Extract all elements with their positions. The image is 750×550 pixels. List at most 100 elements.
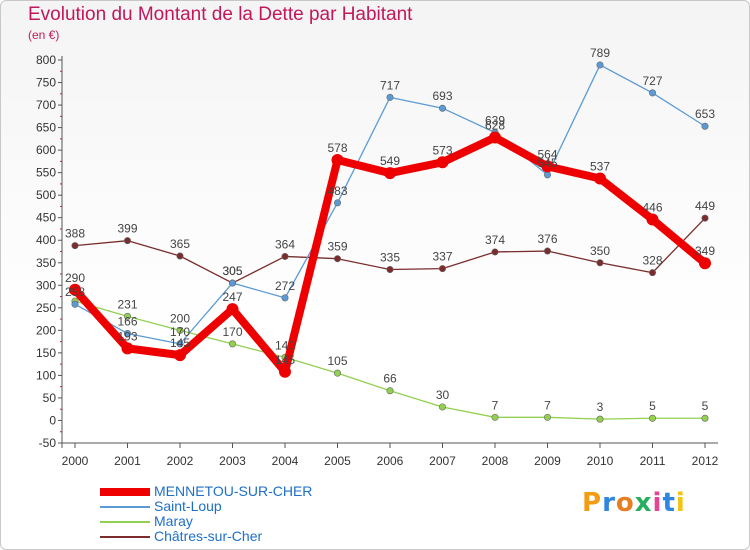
data-label: 66 bbox=[383, 372, 397, 386]
y-tick-label: 150 bbox=[36, 346, 56, 360]
data-point bbox=[699, 257, 711, 270]
data-point bbox=[71, 242, 79, 250]
logo-letter: t bbox=[662, 488, 676, 518]
y-tick-label: 100 bbox=[36, 368, 56, 382]
legend-label: Maray bbox=[154, 513, 193, 529]
x-tick-label: 2011 bbox=[640, 454, 666, 468]
series-line-1 bbox=[74, 64, 706, 345]
y-tick-label: 750 bbox=[36, 76, 56, 90]
data-label: 305 bbox=[222, 264, 242, 278]
data-label: 30 bbox=[436, 388, 450, 402]
y-tick-label: 550 bbox=[36, 166, 56, 180]
data-point bbox=[701, 122, 709, 130]
logo-letter: P bbox=[582, 488, 603, 518]
x-tick-label: 2008 bbox=[482, 454, 509, 468]
x-tick-label: 2012 bbox=[692, 454, 719, 468]
data-label: 789 bbox=[590, 46, 610, 60]
x-tick-label: 2007 bbox=[429, 454, 456, 468]
data-point bbox=[333, 199, 341, 207]
y-tick-label: 600 bbox=[36, 143, 56, 157]
x-tick-label: 2006 bbox=[377, 454, 404, 468]
data-point bbox=[176, 326, 184, 334]
data-label: 349 bbox=[695, 244, 715, 258]
x-tick-label: 2010 bbox=[587, 454, 614, 468]
data-label: 337 bbox=[432, 250, 452, 264]
data-label: 653 bbox=[695, 107, 715, 121]
data-label: 290 bbox=[65, 271, 85, 285]
data-point bbox=[491, 248, 499, 256]
data-point bbox=[281, 294, 289, 302]
data-point bbox=[646, 213, 659, 226]
y-tick-label: 450 bbox=[36, 211, 56, 225]
data-label: 545 bbox=[537, 156, 557, 170]
data-label: 258 bbox=[65, 285, 85, 299]
chart-title: Evolution du Montant de la Dette par Hab… bbox=[28, 4, 413, 25]
data-point bbox=[124, 312, 132, 320]
data-label: 200 bbox=[170, 311, 190, 325]
data-label: 374 bbox=[485, 233, 505, 247]
data-point bbox=[229, 340, 237, 348]
data-label: 376 bbox=[537, 232, 557, 246]
x-tick-label: 2004 bbox=[272, 454, 299, 468]
y-tick-label: 300 bbox=[36, 278, 56, 292]
legend-swatch bbox=[100, 521, 150, 523]
legend-swatch bbox=[100, 488, 150, 496]
data-point bbox=[384, 167, 396, 180]
data-label: 166 bbox=[117, 315, 137, 329]
data-point bbox=[333, 255, 341, 263]
data-label: 365 bbox=[170, 237, 190, 251]
legend-item: Saint-Loup bbox=[100, 499, 400, 514]
data-point bbox=[333, 369, 341, 377]
data-label: 145 bbox=[170, 336, 190, 350]
data-point bbox=[436, 156, 449, 169]
data-label: 388 bbox=[65, 227, 85, 241]
data-point bbox=[69, 283, 81, 296]
data-point bbox=[386, 266, 394, 274]
data-point bbox=[176, 340, 184, 348]
data-point bbox=[386, 93, 394, 101]
data-label: 549 bbox=[380, 154, 400, 168]
data-label: 145 bbox=[275, 353, 295, 367]
x-tick-label: 2005 bbox=[324, 454, 351, 468]
y-tick-label: 800 bbox=[36, 53, 56, 67]
data-label: 717 bbox=[380, 78, 400, 92]
logo-letter: i bbox=[675, 488, 686, 518]
data-label: 399 bbox=[117, 222, 137, 236]
data-point bbox=[386, 387, 394, 395]
data-label: 693 bbox=[432, 89, 452, 103]
data-label: 193 bbox=[117, 329, 137, 343]
data-label: 105 bbox=[327, 354, 347, 368]
data-point bbox=[648, 414, 656, 422]
data-point bbox=[541, 160, 554, 173]
logo-letter: i bbox=[652, 488, 663, 518]
proxiti-logo: Proxiti bbox=[582, 488, 686, 518]
y-tick-label: 700 bbox=[36, 98, 56, 112]
logo-letter: o bbox=[615, 488, 635, 518]
data-point bbox=[596, 61, 604, 69]
data-point bbox=[543, 413, 551, 421]
y-tick-label: 200 bbox=[36, 323, 56, 337]
data-label: 446 bbox=[642, 201, 662, 215]
data-point bbox=[331, 154, 344, 167]
y-tick-label: 0 bbox=[49, 413, 56, 427]
y-tick-label: 250 bbox=[36, 301, 56, 315]
data-label: 483 bbox=[327, 184, 347, 198]
y-tick-label: 50 bbox=[43, 391, 57, 405]
data-point bbox=[543, 171, 551, 179]
x-tick-label: 2000 bbox=[62, 454, 89, 468]
data-label: 578 bbox=[327, 141, 347, 155]
data-point bbox=[543, 247, 551, 255]
data-label: 305 bbox=[222, 264, 242, 278]
data-point bbox=[596, 259, 604, 267]
data-label: 350 bbox=[590, 244, 610, 258]
data-point bbox=[648, 269, 656, 277]
data-point bbox=[71, 300, 79, 308]
data-point bbox=[124, 237, 132, 245]
data-label: 537 bbox=[590, 160, 610, 174]
data-point bbox=[701, 214, 709, 222]
data-label: 231 bbox=[117, 297, 137, 311]
data-point bbox=[491, 413, 499, 421]
data-label: 628 bbox=[485, 119, 505, 133]
data-label: 364 bbox=[275, 237, 295, 251]
